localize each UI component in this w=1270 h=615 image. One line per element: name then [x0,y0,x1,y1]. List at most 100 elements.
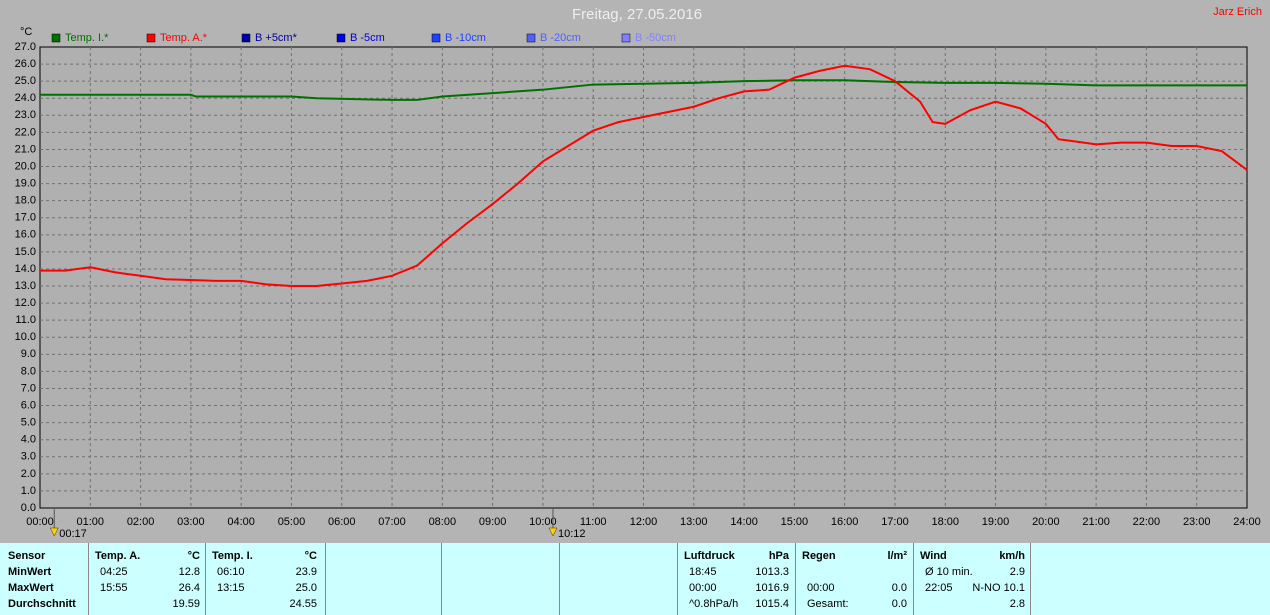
block-name: Luftdruck [684,550,735,562]
block-name: Wind [920,550,947,562]
x-tick-label: 04:00 [227,516,255,528]
x-tick-label: 12:00 [630,516,658,528]
separator [1030,543,1031,615]
x-tick-label: 18:00 [931,516,959,528]
marker-icon [49,527,59,537]
cell-value: 2.9 [1009,566,1025,578]
x-tick-label: 19:00 [982,516,1010,528]
y-tick-label: 23.0 [15,109,36,121]
y-tick-label: 22.0 [15,126,36,138]
x-tick-label: 14:00 [730,516,758,528]
block-unit: °C [187,550,200,562]
x-tick-label: 11:00 [580,516,607,528]
block-name: Temp. I. [212,550,253,562]
y-tick-label: 2.0 [21,468,36,480]
legend-label: B -10cm [445,32,486,44]
x-tick-label: 00:00 [26,516,54,528]
cell-value: 2.8 [1009,598,1025,610]
legend-label: Temp. A.* [160,32,208,44]
block-unit: km/h [999,550,1025,562]
x-tick-label: 13:00 [680,516,708,528]
x-tick-label: 17:00 [881,516,909,528]
cell-time: 15:55 [100,582,128,594]
y-tick-label: 10.0 [15,331,36,343]
panel-header: Sensor [8,550,46,562]
y-tick-label: 14.0 [15,263,36,275]
cell-value: 12.8 [178,566,200,578]
x-tick-label: 03:00 [177,516,205,528]
cell-time: 00:00 [807,582,835,594]
x-tick-label: 22:00 [1133,516,1161,528]
x-tick-label: 16:00 [831,516,859,528]
separator [677,543,678,615]
row-label: MinWert [8,566,52,578]
y-tick-label: 18.0 [15,195,36,207]
block-unit: hPa [768,550,789,562]
separator [913,543,914,615]
legend-swatch [431,33,441,43]
cell-time: 04:25 [100,566,128,578]
y-tick-label: 20.0 [15,160,36,172]
x-tick-label: 06:00 [328,516,356,528]
y-tick-label: 6.0 [21,399,36,411]
cell-value: 1016.9 [755,582,789,594]
y-tick-label: 0.0 [21,502,36,514]
cell-value: 0.0 [891,582,907,594]
legend-swatch [146,33,156,43]
y-tick-label: 1.0 [21,485,36,497]
y-tick-label: 8.0 [21,365,36,377]
block-unit: l/m² [887,550,907,562]
chart: Freitag, 27.05.2016 Jarz Erich °C 0.0 1.0… [15,6,1262,540]
x-tick-label: 01:00 [77,516,105,528]
x-tick-label: 24:00 [1233,516,1261,528]
legend-label: B -5cm [350,32,385,44]
cell-time: 00:00 [689,582,717,594]
marker-label: 10:12 [558,528,586,540]
legend-label: B -50cm [635,32,676,44]
legend-swatch [336,33,346,43]
x-tick-label: 23:00 [1183,516,1211,528]
marker-label: 00:17 [59,528,87,540]
x-tick-label: 02:00 [127,516,155,528]
y-tick-label: 13.0 [15,280,36,292]
data-line [40,64,1248,288]
separator [205,543,206,615]
block-name: Regen [802,550,836,562]
cell-value: 19.59 [172,598,200,610]
y-tick-label: 27.0 [15,41,36,53]
legend-label: B -20cm [540,32,581,44]
cell-time: ^0.8hPa/h [689,598,739,610]
y-tick-label: 24.0 [15,92,36,104]
y-tick-label: 21.0 [15,143,36,155]
x-tick-label: 10:00 [529,516,557,528]
y-axis-label: °C [20,26,32,38]
cell-time: Ø 10 min. [925,566,973,578]
cell-time: 22:05 [925,582,953,594]
y-tick-label: 19.0 [15,177,36,189]
row-label: Durchschnitt [8,598,76,610]
cell-time: 13:15 [217,582,245,594]
legend-label: B +5cm* [255,32,298,44]
separator [325,543,326,615]
cell-time: 18:45 [689,566,717,578]
y-tick-label: 15.0 [15,246,36,258]
cell-time: 06:10 [217,566,245,578]
y-tick-label: 3.0 [21,451,36,463]
x-tick-label: 21:00 [1082,516,1110,528]
separator [88,543,89,615]
chart-title: Freitag, 27.05.2016 [572,6,702,23]
separator [441,543,442,615]
x-tick-label: 05:00 [278,516,306,528]
author: Jarz Erich [1213,6,1262,18]
x-tick-label: 07:00 [378,516,406,528]
x-tick-label: 08:00 [429,516,457,528]
cell-value: 1015.4 [755,598,789,610]
cell-value: 0.0 [891,598,907,610]
y-tick-label: 4.0 [21,434,36,446]
y-tick-label: 26.0 [15,58,36,70]
cell-value: 24.55 [289,598,317,610]
cell-value: 1013.3 [755,566,789,578]
cell-value: 25.0 [295,582,317,594]
legend-swatch [51,33,61,43]
